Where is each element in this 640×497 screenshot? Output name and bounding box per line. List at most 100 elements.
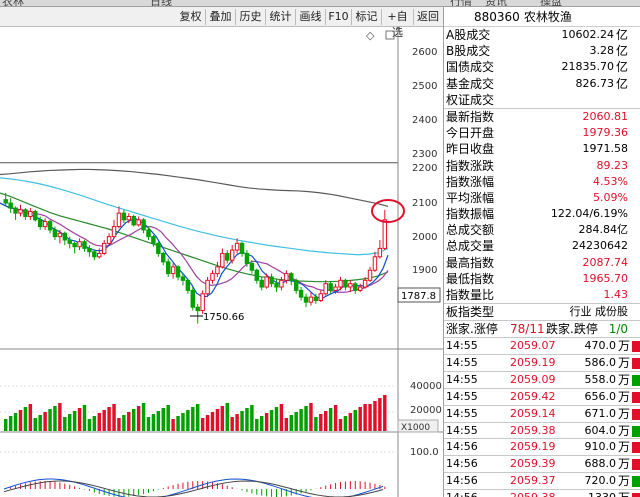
volume-bar (82, 405, 87, 431)
candle-body (170, 266, 176, 275)
candle-body (77, 241, 82, 248)
volume-bar (171, 419, 175, 431)
overlay-button[interactable]: 叠加 (206, 9, 236, 25)
candle-body (47, 221, 53, 231)
window-fragment: 行情 (450, 0, 472, 7)
price-tick-label: 2000 (412, 232, 437, 243)
panel-toggle-icon[interactable] (385, 30, 395, 40)
volume-bar (23, 407, 28, 431)
volume-bar (269, 410, 274, 431)
restore-rights-button[interactable]: 复权 (176, 9, 206, 25)
volume-bar (117, 418, 121, 431)
volume-bar (196, 404, 200, 431)
candle-body (254, 269, 260, 281)
diamond-icon[interactable]: ◇ (366, 29, 375, 42)
kline-chart-area[interactable]: 2600 2500 2400 2300 2200 2100 2000 1900 … (0, 27, 443, 497)
volume-stat-row: B股成交 3.28 亿 (446, 44, 628, 59)
volume-bar (279, 404, 284, 431)
candle-body (67, 239, 72, 244)
candle-body (289, 273, 294, 281)
candle-body (234, 242, 240, 251)
volume-bar (102, 410, 106, 431)
index-stat-row: 总成交量 24230642 (446, 239, 628, 254)
volume-bar (333, 405, 338, 431)
candle-body (264, 276, 269, 288)
candle-body (101, 242, 107, 254)
candle-body (215, 266, 220, 275)
candle-body (42, 221, 48, 228)
volume-bar (97, 413, 101, 431)
statistics-button[interactable]: 统计 (266, 9, 296, 25)
volume-bar (284, 418, 289, 431)
tick-trade-row: 14:55 2059.19 586.0 万 (444, 354, 640, 371)
tick-trade-row: 14:56 2059.19 910.0 万 (444, 438, 640, 455)
back-button[interactable]: 返回 (417, 10, 439, 23)
window-fragment: 日线 (150, 0, 172, 7)
candle-body (37, 219, 43, 228)
tick-trade-row: 14:55 2059.09 558.0 万 (444, 371, 640, 388)
ma-green-line (0, 192, 389, 283)
volume-bar (210, 412, 215, 431)
mark-button[interactable]: 标记 (352, 9, 382, 25)
kline-chart-svg[interactable]: 2600 2500 2400 2300 2200 2100 2000 1900 … (0, 27, 443, 497)
tick-direction-marker (632, 358, 640, 370)
macd-dif-line (3, 478, 384, 497)
candle-body (151, 236, 156, 244)
f10-button[interactable]: F10 (326, 9, 352, 25)
volume-tick-label: 20000 (410, 405, 442, 416)
candle-body (18, 209, 23, 214)
tick-trade-row: 14:55 2059.42 656.0 万 (444, 387, 640, 405)
candle-body (318, 293, 324, 301)
candle-body (116, 212, 122, 228)
volume-bar (191, 407, 195, 431)
low-price-label: 1750.66 (203, 312, 244, 323)
volume-bar (63, 417, 67, 431)
panel-scrollbar[interactable] (630, 97, 640, 497)
candle-body (62, 232, 68, 241)
volume-bar (304, 406, 308, 431)
volume-bar (107, 407, 111, 431)
candle-body (3, 199, 8, 204)
volume-bar (18, 410, 23, 431)
index-stat-row: 昨日收盘 1971.58 (446, 142, 628, 157)
tick-direction-marker (632, 375, 640, 387)
volume-stat-row: 国债成交 21835.70 亿 (446, 60, 628, 75)
candle-body (362, 279, 368, 288)
candle-body (131, 215, 136, 226)
add-watchlist-button[interactable]: +自选 (382, 9, 414, 39)
volume-bar (328, 408, 333, 431)
volume-bar (43, 412, 47, 431)
tick-direction-marker (632, 391, 640, 403)
index-info-panel: 880360 农林牧渔 A股成交 10602.24 亿 B股成交 3.28 亿国债成交 218… (443, 7, 640, 497)
volume-bar (48, 409, 52, 431)
candle-body (97, 252, 102, 258)
highlight-circle (371, 199, 405, 223)
history-button[interactable]: 历史 (236, 9, 266, 25)
candle-body (225, 252, 230, 261)
index-name: 农林牧渔 (523, 10, 572, 24)
volume-bar (314, 417, 318, 431)
price-tick-label: 2200 (412, 163, 437, 174)
volume-multiplier-box (397, 419, 439, 433)
volume-bar (260, 416, 264, 431)
volume-bar (33, 418, 37, 431)
macd-tick-label: 100.0 (410, 447, 439, 458)
volume-bar (319, 414, 323, 431)
candle-body (23, 209, 28, 217)
index-code: 880360 (474, 10, 520, 24)
volume-bar (353, 410, 357, 431)
price-tick-label: 2100 (412, 198, 437, 209)
candle-body (8, 202, 13, 209)
candle-body (293, 279, 299, 291)
candle-body (106, 236, 112, 244)
ma-cyan-line (0, 177, 389, 256)
volume-bar (264, 413, 269, 431)
candle-body (348, 283, 353, 288)
price-tick-label: 2500 (412, 81, 437, 92)
candle-body (180, 276, 186, 281)
current-price-box (397, 287, 441, 303)
candle-body (121, 212, 127, 221)
volume-bar (373, 401, 377, 431)
draw-line-button[interactable]: 画线 (296, 9, 326, 25)
index-stat-row: 今日开盘 1979.36 (446, 126, 628, 141)
